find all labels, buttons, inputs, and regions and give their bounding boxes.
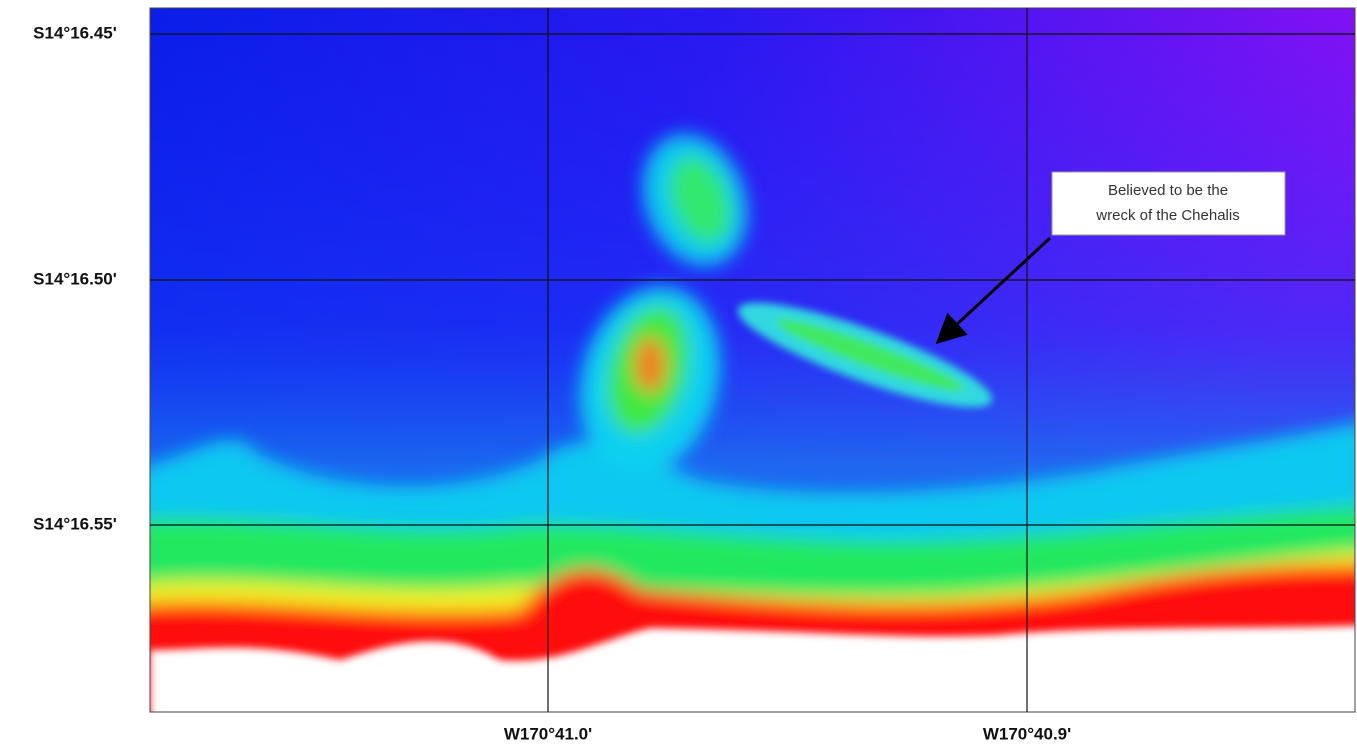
annotation-text: wreck of the Chehalis bbox=[1095, 207, 1239, 224]
longitude-label: W170°41.0' bbox=[504, 724, 592, 743]
longitude-label: W170°40.9' bbox=[983, 724, 1071, 743]
annotation-text: Believed to be the bbox=[1108, 182, 1228, 199]
map: S14°16.45' S14°16.50' S14°16.55' W170°41.0'… bbox=[0, 0, 1357, 751]
page: {"map": { "lat_labels": ["S14°16.45'", "… bbox=[0, 0, 1357, 751]
latitude-label: S14°16.55' bbox=[33, 514, 117, 533]
latitude-label: S14°16.50' bbox=[33, 269, 117, 288]
latitude-label: S14°16.45' bbox=[33, 23, 117, 42]
bathymetry bbox=[130, 8, 1357, 751]
